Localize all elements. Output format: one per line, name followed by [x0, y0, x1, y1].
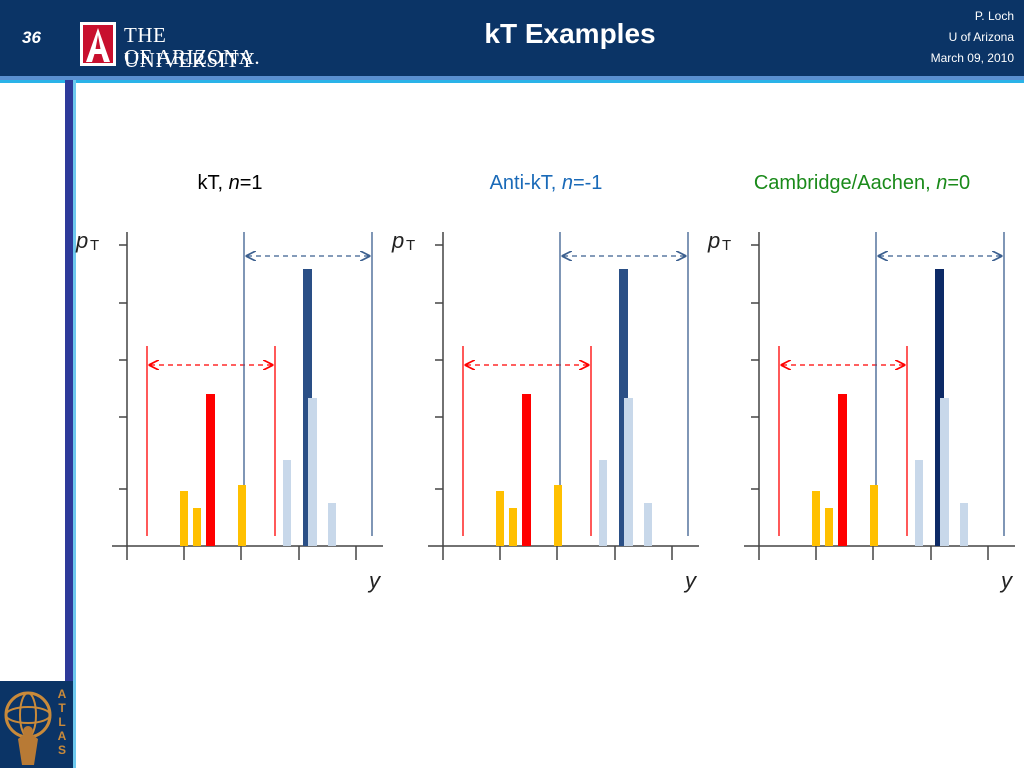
- atlas-figure-icon: [4, 691, 52, 765]
- particle-bar-orange-3: [238, 485, 246, 546]
- panel-label-anti-kt: Anti-kT, n=-1: [489, 172, 603, 194]
- panel-label-kt: kT, n=1: [197, 172, 263, 194]
- panel-anti-kT: p Ty: [391, 228, 699, 593]
- particle-bar-light-1: [599, 460, 607, 546]
- particle-bar-tall-blue: [303, 269, 312, 546]
- y-axis-label-subscript: T: [406, 237, 415, 254]
- particle-bar-orange-1: [180, 491, 188, 546]
- university-a-icon: [80, 22, 116, 66]
- panel-kT: p Ty: [75, 228, 383, 593]
- atlas-text: ATLAS: [57, 687, 67, 757]
- slide-meta: P. Loch U of Arizona March 09, 2010: [814, 6, 1014, 69]
- particle-bar-orange-1: [496, 491, 504, 546]
- particle-bar-light-2: [308, 398, 317, 546]
- panel-cambridge-aachen: p Ty: [707, 228, 1015, 593]
- particle-bar-red: [206, 394, 215, 546]
- particle-bar-orange-2: [825, 508, 833, 546]
- header-bar: [0, 0, 1024, 76]
- y-axis-label: p: [75, 228, 88, 253]
- date: March 09, 2010: [930, 51, 1014, 65]
- particle-bar-orange-2: [509, 508, 517, 546]
- left-accent-bar-light: [73, 80, 76, 768]
- affiliation: U of Arizona: [948, 30, 1014, 44]
- logo-text-line1: THE UNIVERSITY: [124, 23, 255, 72]
- author: P. Loch: [974, 9, 1014, 23]
- particle-bar-orange-3: [870, 485, 878, 546]
- particle-bar-light-3: [644, 503, 652, 546]
- y-axis-label: p: [707, 228, 720, 253]
- particle-bar-light-3: [960, 503, 968, 546]
- left-accent-bar: [65, 80, 73, 768]
- x-axis-label: y: [367, 568, 382, 593]
- particle-bar-light-1: [283, 460, 291, 546]
- particle-bar-light-2: [940, 398, 949, 546]
- particle-bar-orange-3: [554, 485, 562, 546]
- university-logo: THE UNIVERSITY OF ARIZONA.: [76, 20, 266, 72]
- y-axis-label-subscript: T: [90, 237, 99, 254]
- particle-bar-red: [838, 394, 847, 546]
- logo-text-line2: OF ARIZONA.: [124, 45, 261, 69]
- atlas-logo: ATLAS: [0, 681, 73, 768]
- x-axis-label: y: [999, 568, 1014, 593]
- particle-bar-light-3: [328, 503, 336, 546]
- slide-number: 36: [22, 28, 41, 47]
- x-axis-label: y: [683, 568, 698, 593]
- header-divider-accent: [0, 80, 1024, 83]
- particle-bar-tall-blue: [619, 269, 628, 546]
- particle-bar-light-1: [915, 460, 923, 546]
- particle-bar-orange-2: [193, 508, 201, 546]
- slide-title: kT Examples: [484, 18, 656, 49]
- particle-bar-tall-blue: [935, 269, 944, 546]
- particle-bar-light-2: [624, 398, 633, 546]
- particle-bar-orange-1: [812, 491, 820, 546]
- header-divider: [0, 76, 1024, 80]
- panel-label-cambridge-aachen: Cambridge/Aachen, n=0: [753, 172, 971, 194]
- y-axis-label-subscript: T: [722, 237, 731, 254]
- y-axis-label: p: [391, 228, 404, 253]
- particle-bar-red: [522, 394, 531, 546]
